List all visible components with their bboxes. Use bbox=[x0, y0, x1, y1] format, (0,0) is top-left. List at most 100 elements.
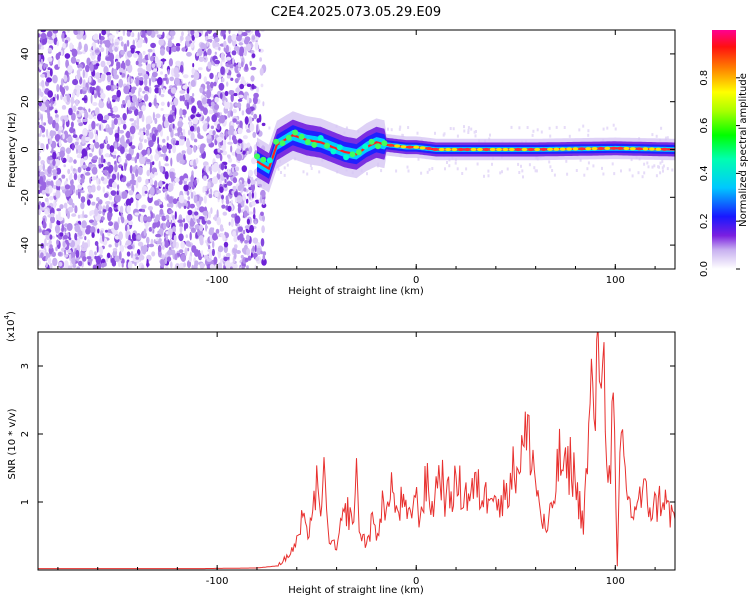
noise-blob bbox=[113, 74, 119, 80]
noise-blob bbox=[220, 60, 223, 68]
noise-blob bbox=[162, 88, 166, 94]
snr-ylabel: SNR (10 * v/v) bbox=[7, 408, 18, 479]
faint-dot bbox=[531, 133, 534, 137]
noise-blob bbox=[116, 89, 121, 98]
noise-blob bbox=[108, 221, 114, 227]
noise-blob bbox=[151, 133, 157, 142]
noise-blob bbox=[156, 34, 162, 38]
noise-blob bbox=[213, 104, 220, 110]
noise-blob bbox=[101, 119, 108, 124]
noise-blob bbox=[140, 31, 143, 36]
noise-blob bbox=[52, 74, 58, 84]
noise-blob bbox=[222, 234, 226, 242]
noise-blob bbox=[160, 94, 165, 98]
noise-blob bbox=[77, 63, 84, 69]
noise-blob bbox=[114, 255, 120, 262]
faint-dot bbox=[286, 163, 289, 167]
noise-blob bbox=[135, 256, 140, 260]
noise-blob bbox=[233, 236, 238, 243]
noise-blob bbox=[77, 184, 83, 190]
noise-blob bbox=[179, 108, 183, 117]
noise-blob bbox=[181, 109, 187, 116]
noise-blob bbox=[152, 213, 155, 219]
noise-blob bbox=[187, 30, 190, 34]
signal-peak bbox=[457, 147, 464, 152]
noise-blob bbox=[230, 77, 234, 82]
noise-blob bbox=[44, 238, 47, 247]
noise-blob bbox=[233, 171, 239, 177]
noise-blob bbox=[157, 147, 162, 151]
noise-blob bbox=[139, 252, 144, 255]
noise-blob bbox=[141, 149, 148, 156]
signal-peak bbox=[311, 141, 318, 148]
noise-blob bbox=[38, 141, 41, 146]
noise-blob bbox=[190, 79, 196, 87]
noise-blob bbox=[106, 46, 109, 56]
faint-dot bbox=[630, 158, 633, 162]
noise-blob bbox=[219, 224, 224, 230]
noise-blob bbox=[106, 143, 111, 150]
noise-blob bbox=[146, 216, 152, 223]
noise-blob bbox=[106, 252, 111, 259]
noise-blob bbox=[216, 136, 223, 143]
noise-blob bbox=[135, 199, 139, 209]
noise-blob bbox=[138, 254, 145, 261]
signal-peak bbox=[432, 147, 439, 151]
noise-blob bbox=[135, 193, 142, 200]
noise-blob bbox=[38, 208, 41, 216]
noise-blob bbox=[165, 214, 170, 220]
noise-blob bbox=[120, 258, 125, 265]
noise-blob bbox=[254, 41, 259, 51]
noise-blob bbox=[126, 39, 130, 47]
snr-xlabel: Height of straight line (km) bbox=[288, 585, 424, 596]
noise-blob bbox=[135, 77, 140, 87]
noise-blob bbox=[219, 154, 223, 162]
noise-blob bbox=[94, 141, 100, 149]
noise-blob bbox=[250, 252, 253, 259]
noise-blob bbox=[147, 48, 153, 53]
noise-blob bbox=[38, 259, 41, 267]
faint-dot bbox=[302, 170, 305, 174]
noise-blob bbox=[107, 161, 111, 167]
noise-blob bbox=[55, 122, 59, 132]
noise-blob bbox=[146, 169, 150, 177]
noise-blob bbox=[137, 241, 144, 247]
noise-blob bbox=[120, 41, 124, 47]
noise-blob bbox=[158, 38, 164, 46]
noise-blob bbox=[143, 216, 148, 221]
noise-blob bbox=[127, 63, 133, 73]
noise-blob bbox=[232, 118, 237, 123]
faint-dot bbox=[470, 127, 473, 131]
signal-peak bbox=[400, 145, 407, 149]
faint-dot bbox=[614, 127, 617, 131]
noise-blob bbox=[103, 193, 109, 198]
noise-blob bbox=[183, 205, 187, 209]
noise-blob bbox=[183, 262, 187, 268]
noise-blob bbox=[168, 210, 174, 214]
noise-blob bbox=[237, 205, 241, 214]
noise-blob bbox=[186, 190, 190, 196]
noise-blob bbox=[172, 215, 175, 221]
noise-blob bbox=[208, 244, 211, 250]
signal-peak bbox=[515, 147, 522, 152]
noise-blob bbox=[197, 132, 201, 139]
noise-blob bbox=[88, 249, 94, 258]
noise-blob bbox=[68, 198, 73, 206]
noise-blob bbox=[166, 45, 170, 52]
signal-peak bbox=[445, 147, 452, 152]
noise-blob bbox=[218, 46, 221, 51]
noise-blob bbox=[129, 165, 133, 174]
noise-blob bbox=[81, 97, 87, 101]
noise-blob bbox=[162, 31, 165, 39]
noise-blob bbox=[112, 154, 117, 159]
noise-blob bbox=[128, 92, 133, 96]
noise-blob bbox=[123, 149, 129, 153]
noise-blob bbox=[172, 144, 177, 154]
signal-peak bbox=[534, 147, 541, 152]
noise-blob bbox=[38, 33, 41, 38]
signal-peak bbox=[317, 135, 324, 141]
noise-blob bbox=[126, 205, 131, 214]
noise-blob bbox=[88, 76, 92, 83]
noise-blob bbox=[146, 30, 152, 36]
signal-peak bbox=[362, 143, 369, 150]
